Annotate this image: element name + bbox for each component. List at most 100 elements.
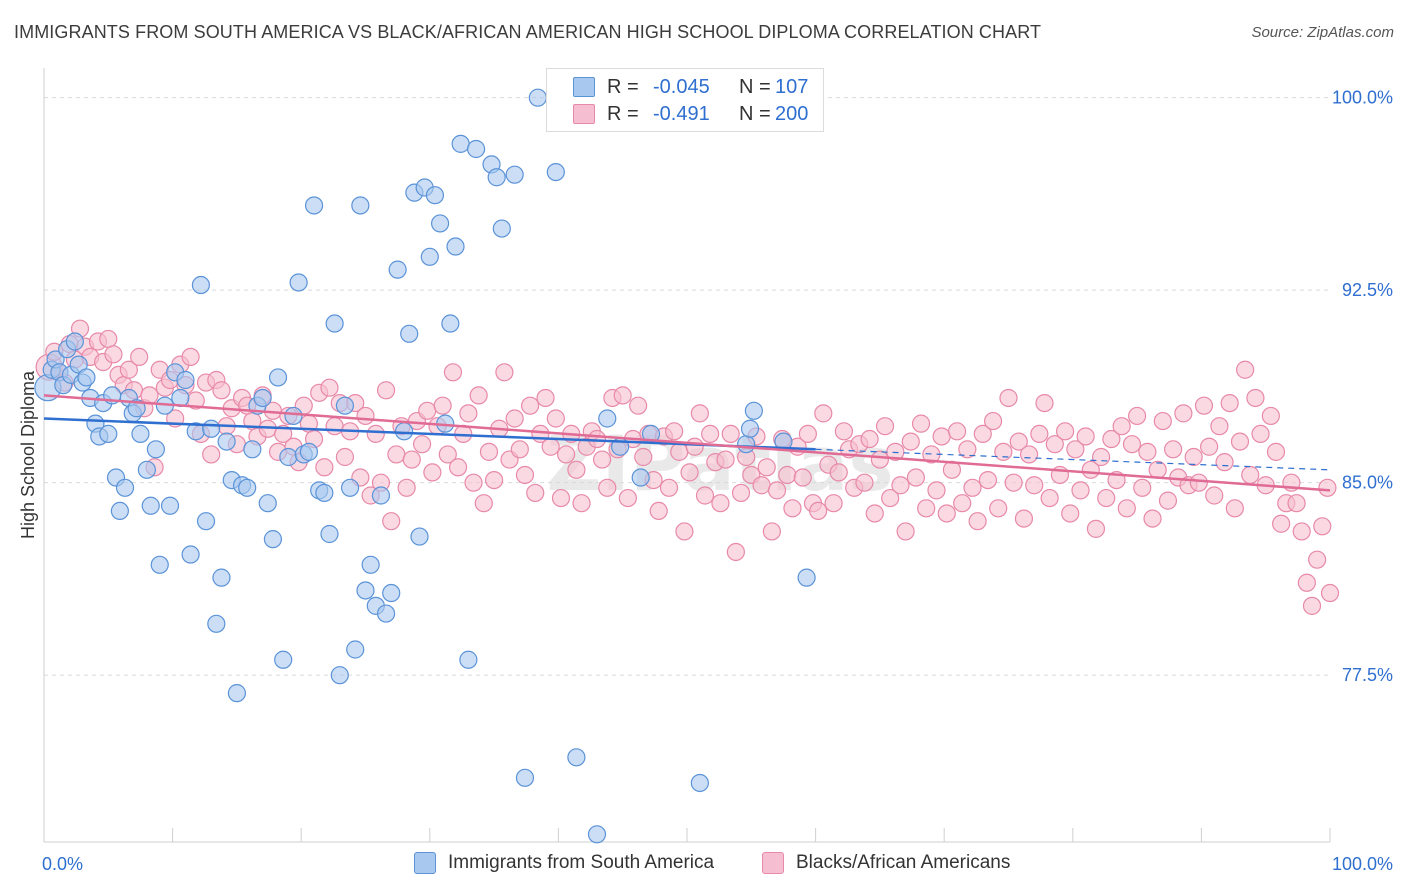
data-point-south-america — [446, 237, 465, 256]
data-point-black-african-american — [1055, 422, 1075, 441]
data-point-black-african-american — [1272, 514, 1291, 533]
data-point-black-african-american — [1138, 442, 1157, 461]
data-point-black-african-american — [376, 381, 396, 400]
data-point-black-african-american — [649, 501, 668, 520]
data-point-south-america — [99, 424, 118, 443]
data-point-black-african-american — [526, 483, 545, 503]
data-point-black-african-american — [1009, 432, 1028, 451]
data-point-south-america — [351, 196, 370, 215]
data-point-south-america — [77, 368, 96, 387]
data-point-black-african-american — [1261, 406, 1280, 426]
data-point-south-america — [217, 432, 236, 451]
data-point-south-america — [797, 568, 816, 587]
data-point-south-america — [546, 163, 565, 182]
data-point-south-america — [258, 494, 277, 513]
legend-item-black-african-american[interactable]: Blacks/African Americans — [762, 852, 1010, 874]
data-point-south-america — [492, 219, 511, 238]
data-point-black-african-american — [274, 424, 293, 443]
data-point-black-african-american — [834, 422, 853, 441]
data-point-south-america — [346, 640, 365, 659]
trend-line-black-african-american — [43, 394, 1331, 492]
data-point-black-african-american — [1302, 596, 1322, 615]
data-point-black-african-american — [536, 388, 555, 408]
data-point-black-african-american — [793, 468, 812, 487]
data-point-black-african-american — [412, 435, 432, 454]
legend-label-black-african-american: Blacks/African Americans — [796, 852, 1011, 873]
data-point-black-african-american — [1030, 424, 1049, 443]
data-point-south-america — [320, 524, 339, 544]
data-point-black-african-american — [1158, 491, 1178, 510]
data-point-black-african-american — [978, 471, 998, 490]
data-point-black-african-american — [1189, 473, 1208, 492]
legend-n-value: 200 — [775, 102, 809, 125]
legend-item-south-america[interactable]: Immigrants from South America — [414, 852, 714, 874]
data-point-south-america — [330, 666, 349, 685]
pink-series — [35, 319, 1340, 615]
data-point-black-african-american — [181, 347, 200, 366]
data-point-black-african-american — [382, 512, 401, 531]
x-tick-label: 0.0% — [42, 854, 83, 874]
data-point-black-african-american — [459, 404, 478, 423]
data-point-south-america — [400, 324, 419, 343]
data-point-south-america — [325, 314, 344, 333]
data-point-black-african-american — [1143, 509, 1162, 528]
data-point-black-african-american — [1133, 478, 1152, 497]
data-point-black-african-american — [1019, 445, 1039, 464]
data-point-south-america — [487, 168, 506, 187]
data-point-black-african-american — [613, 386, 632, 405]
data-point-south-america — [181, 545, 200, 564]
data-point-black-african-american — [634, 447, 653, 467]
data-point-south-america — [268, 368, 288, 387]
data-point-black-african-american — [1320, 583, 1340, 603]
data-point-black-african-american — [423, 463, 442, 482]
data-point-south-america — [420, 247, 439, 266]
source-label: Source: ZipAtlas.com — [1251, 24, 1394, 41]
x-tick-label: 100.0% — [1332, 854, 1393, 874]
data-point-black-african-american — [716, 450, 735, 469]
data-point-black-african-american — [1200, 437, 1219, 456]
trend-line-south-america-extension — [815, 448, 1331, 471]
data-point-south-america — [289, 273, 308, 292]
data-point-black-african-american — [891, 476, 910, 495]
data-point-black-african-american — [1174, 404, 1193, 423]
data-point-black-african-american — [1241, 465, 1260, 485]
data-point-south-america — [744, 401, 763, 420]
data-point-black-african-american — [685, 437, 704, 456]
data-point-black-african-american — [870, 450, 890, 469]
data-point-black-african-american — [1066, 440, 1085, 459]
data-point-black-african-american — [927, 481, 946, 500]
data-point-south-america — [631, 468, 650, 487]
legend-n-label: N = — [739, 102, 771, 125]
data-point-south-america — [160, 496, 180, 515]
data-point-south-america — [690, 773, 709, 793]
data-point-south-america — [137, 460, 156, 479]
data-point-black-african-american — [567, 460, 586, 479]
data-point-black-african-american — [212, 381, 231, 400]
stats-legend: R = -0.045 N = 107 R = -0.491 N = 200 — [546, 68, 824, 132]
data-point-black-african-american — [1318, 478, 1337, 497]
data-point-black-african-american — [593, 450, 612, 469]
data-point-black-african-american — [1035, 394, 1054, 413]
data-point-south-america — [441, 314, 460, 333]
data-point-black-african-american — [629, 396, 648, 415]
data-point-black-african-american — [119, 360, 138, 379]
data-point-black-african-american — [1164, 440, 1183, 459]
data-point-south-america — [505, 165, 524, 184]
data-point-south-america — [459, 650, 478, 669]
data-point-black-african-american — [1127, 406, 1147, 426]
data-point-black-african-american — [1236, 360, 1255, 379]
data-point-black-african-american — [829, 463, 848, 482]
data-point-black-african-american — [875, 417, 895, 436]
data-point-black-african-american — [670, 442, 689, 461]
data-point-black-african-american — [1045, 435, 1064, 454]
data-point-black-african-american — [947, 422, 967, 441]
data-point-black-african-american — [680, 463, 699, 482]
data-point-black-african-american — [1287, 494, 1306, 513]
data-point-black-african-american — [809, 501, 828, 520]
data-point-black-african-american — [1117, 499, 1136, 518]
data-point-south-america — [737, 435, 756, 454]
data-point-black-african-american — [757, 458, 776, 477]
data-point-black-african-american — [1292, 522, 1311, 541]
data-point-south-america — [196, 512, 216, 531]
data-point-black-african-american — [1148, 460, 1167, 479]
